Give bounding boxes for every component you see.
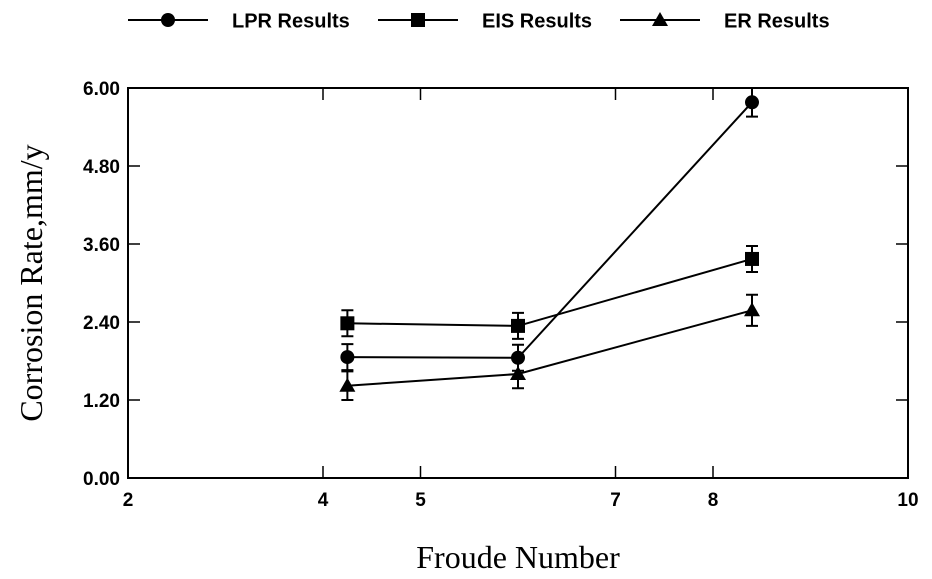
point [510,366,526,380]
y-tick-label: 0.00 [83,469,120,490]
series-line [347,257,753,327]
x-tick-label: 8 [708,490,719,511]
y-tick-label: 1.20 [83,391,120,412]
x-tick-label: 7 [610,490,621,511]
point [744,302,760,317]
point [745,251,759,266]
y-tick-label: 2.40 [83,313,120,334]
y-axis-title: Corrosion Rate,mm/y [13,144,49,421]
x-tick-label: 2 [123,490,134,511]
y-tick-label: 6.00 [83,79,120,100]
x-tick-label: 4 [318,490,329,511]
plot-frame [127,87,909,479]
point [340,350,355,365]
legend-marker [652,12,668,26]
legend-label: ER Results [724,10,830,32]
y-tick-label: 3.60 [83,235,120,256]
series-line [347,101,753,359]
x-tick-label: 10 [897,490,918,511]
point [340,316,355,331]
legend-marker [411,13,425,27]
y-tick-label: 4.80 [83,157,120,178]
point [511,350,525,365]
legend-label: EIS Results [482,10,592,32]
x-axis-title: Froude Number [416,539,620,575]
series-line [347,309,753,387]
point [511,318,525,333]
point [745,95,759,110]
point [339,377,356,392]
x-tick-label: 5 [415,490,426,511]
legend-marker [161,13,175,27]
legend-label: LPR Results [232,10,350,32]
